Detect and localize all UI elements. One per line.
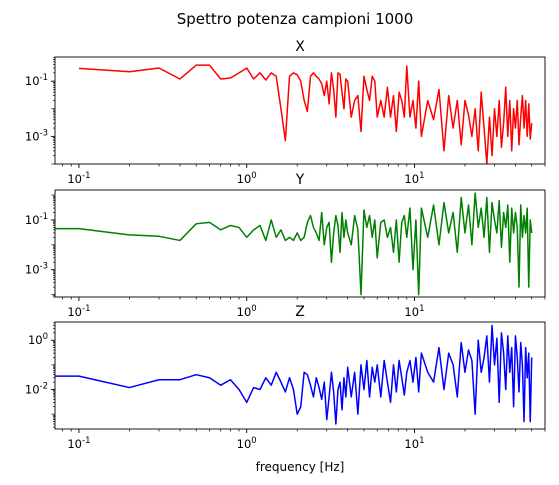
x-tick-label: 101 xyxy=(404,171,424,186)
x-tick-label: 100 xyxy=(237,304,257,319)
x-tick-label: 100 xyxy=(237,171,257,186)
x-tick-label: 101 xyxy=(404,304,424,319)
axes-frame xyxy=(54,189,546,298)
y-tick-label: 10-2 xyxy=(25,382,48,397)
subplot-title: Z xyxy=(295,304,305,320)
x-tick-label: 10-1 xyxy=(67,436,90,451)
subplot-3: Z 10-1 100 101 10-2 100 frequency [Hz] xyxy=(25,304,546,474)
y-minor-ticks xyxy=(51,322,55,428)
y-tick-label: 100 xyxy=(28,332,48,347)
y-minor-ticks xyxy=(51,194,55,298)
x-axis-label: frequency [Hz] xyxy=(256,460,345,474)
x-tick-label: 10-1 xyxy=(67,304,90,319)
y-tick-label: 10-3 xyxy=(25,128,48,143)
series-line xyxy=(55,192,533,296)
x-tick-label: 100 xyxy=(237,436,257,451)
y-tick-label: 10-3 xyxy=(25,262,48,277)
y-tick-label: 10-1 xyxy=(25,212,48,227)
subplot-title: Y xyxy=(295,172,305,188)
axes-frame xyxy=(54,321,546,430)
x-tick-label: 10-1 xyxy=(67,171,90,186)
axes-frame xyxy=(54,56,546,165)
subplot-2: Y 10-1 100 101 10-3 10-1 xyxy=(25,172,546,319)
x-tick-label: 101 xyxy=(404,436,424,451)
y-tick-label: 10-1 xyxy=(25,73,48,88)
x-minor-ticks xyxy=(62,164,546,167)
y-minor-ticks xyxy=(51,57,55,165)
series-line xyxy=(55,324,533,425)
figure-suptitle: Spettro potenza campioni 1000 xyxy=(177,10,414,28)
subplots: X 10-1 100 101 10-3 10-1 Y 10-1 100 101 10-3 10-1 Z 1… xyxy=(25,39,546,474)
series-line xyxy=(78,64,533,164)
subplot-title: X xyxy=(295,39,305,55)
subplot-1: X 10-1 100 101 10-3 10-1 xyxy=(25,39,546,186)
x-minor-ticks xyxy=(62,297,546,300)
x-minor-ticks xyxy=(62,429,546,432)
